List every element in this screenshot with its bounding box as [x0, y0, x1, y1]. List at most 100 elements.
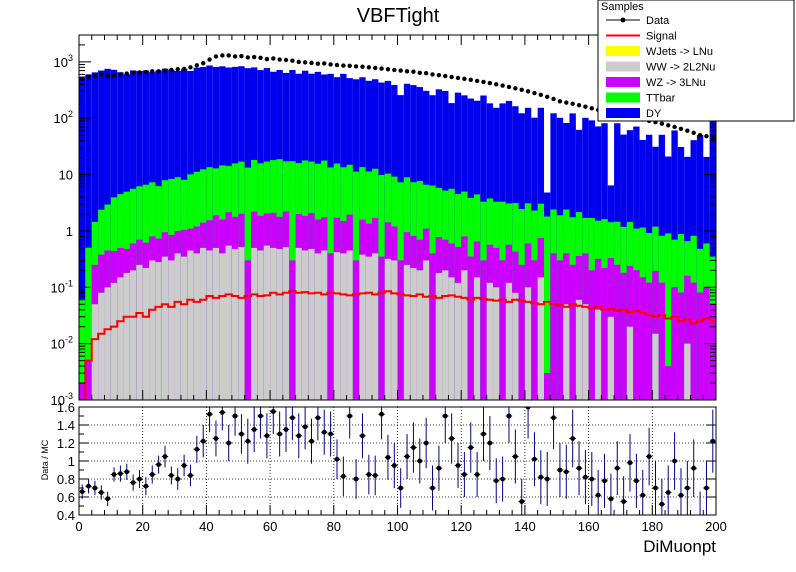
- histogram-bar-wz: [696, 292, 704, 400]
- data-point: [443, 73, 448, 79]
- ratio-point: [79, 489, 85, 494]
- y-tick-label: 1: [66, 224, 73, 239]
- data-point: [207, 57, 212, 62]
- data-point: [544, 94, 550, 100]
- ratio-point: [653, 485, 658, 491]
- data-point: [455, 75, 461, 81]
- ratio-point: [442, 413, 448, 419]
- data-point: [525, 89, 531, 94]
- histogram-bar-ww: [193, 253, 201, 400]
- data-point: [169, 67, 174, 73]
- histogram-bar-ww: [684, 343, 691, 400]
- ratio-point: [506, 413, 512, 419]
- histogram-bar-ww: [512, 292, 519, 400]
- ratio-point: [149, 472, 155, 477]
- ratio-point: [366, 472, 372, 477]
- data-point: [290, 58, 295, 63]
- histogram-bar-ww: [575, 299, 583, 400]
- histogram-bar-wz: [531, 260, 538, 400]
- ratio-point: [455, 463, 461, 468]
- ratio-point: [143, 483, 149, 489]
- histogram-bar-ww: [263, 245, 271, 400]
- y-tick-label: 10: [59, 168, 73, 183]
- histogram-bar-wz: [544, 373, 551, 400]
- histogram-bar-wz: [588, 270, 595, 400]
- ratio-point: [576, 465, 582, 471]
- data-point: [175, 67, 180, 72]
- histogram-bar-ww: [250, 247, 258, 400]
- histogram-bar-ww: [365, 256, 373, 400]
- data-point: [271, 56, 276, 61]
- histogram-bar-wz: [378, 256, 385, 400]
- histogram-bar-ww: [340, 253, 347, 400]
- ratio-point: [532, 456, 537, 462]
- data-point: [162, 68, 168, 73]
- histogram-bar-ww: [422, 260, 430, 400]
- histogram-bar-ww: [314, 253, 322, 400]
- histogram-bar-ww: [257, 250, 264, 400]
- data-point: [130, 70, 136, 76]
- histogram-bar-wz: [85, 360, 92, 400]
- histogram-bar-ttbar: [665, 233, 672, 400]
- data-point: [251, 54, 257, 60]
- data-point: [494, 82, 499, 87]
- data-point: [105, 73, 110, 79]
- data-point: [697, 133, 703, 138]
- histogram-bar-ww: [161, 256, 169, 400]
- ratio-point: [175, 476, 181, 482]
- x-tick-label: 100: [387, 519, 409, 534]
- data-point: [201, 60, 206, 66]
- ratio-point: [226, 440, 232, 446]
- legend-label: DY: [646, 108, 662, 120]
- data-point: [385, 67, 391, 72]
- data-point: [328, 62, 333, 67]
- histogram-bar-ww: [416, 270, 423, 400]
- ratio-y-tick-label: 1.2: [57, 436, 75, 451]
- histogram-bar-ww: [473, 277, 481, 400]
- data-points: [79, 53, 716, 140]
- histogram-bar-ww: [219, 253, 226, 400]
- ratio-point: [417, 458, 423, 464]
- histogram-bar-ww: [212, 247, 220, 400]
- ratio-point: [589, 476, 595, 482]
- histogram-bar-wz: [639, 277, 646, 400]
- x-tick-label: 20: [135, 519, 149, 534]
- histogram-bar-wz: [614, 264, 621, 400]
- histogram-bar-ww: [295, 247, 302, 400]
- y-tick-label: 102: [54, 109, 73, 126]
- ratio-y-tick-label: 1: [68, 454, 75, 469]
- legend-label: WJets -> LNu: [646, 46, 713, 58]
- ratio-plot: 0.4 0.6 0.8 1 1.2 1.4 1.6 0 20 40 60 80 100 120 140 160…: [57, 400, 727, 534]
- histogram-bar-ww: [454, 282, 462, 400]
- ratio-point: [525, 407, 531, 410]
- data-point: [232, 54, 238, 59]
- histogram-bar-ww: [626, 326, 634, 400]
- ratio-point: [487, 440, 493, 446]
- ratio-point: [111, 472, 117, 477]
- ratio-point: [385, 455, 391, 460]
- data-point: [322, 61, 327, 66]
- ratio-point: [519, 499, 525, 504]
- ratio-point: [92, 485, 98, 491]
- data-point: [347, 63, 352, 69]
- data-point: [302, 60, 308, 65]
- ratio-point: [302, 424, 308, 430]
- ratio-point: [557, 467, 563, 473]
- ratio-y-axis-title: Data / MC: [40, 439, 50, 480]
- data-point: [245, 55, 251, 60]
- ratio-point: [627, 460, 633, 466]
- histogram-bar-wz: [658, 282, 666, 400]
- ratio-point: [245, 438, 251, 444]
- y-tick-label: 10-3: [51, 391, 73, 408]
- ratio-point: [595, 492, 601, 498]
- data-point: [423, 70, 429, 76]
- signal-line: [79, 290, 716, 400]
- histogram-bar-wz: [79, 383, 86, 400]
- x-tick-label: 120: [450, 519, 472, 534]
- data-point: [474, 78, 480, 84]
- histogram-bar-ww: [180, 256, 188, 400]
- data-point: [92, 73, 98, 79]
- histogram-bar-ww: [142, 267, 150, 400]
- data-point: [678, 126, 684, 131]
